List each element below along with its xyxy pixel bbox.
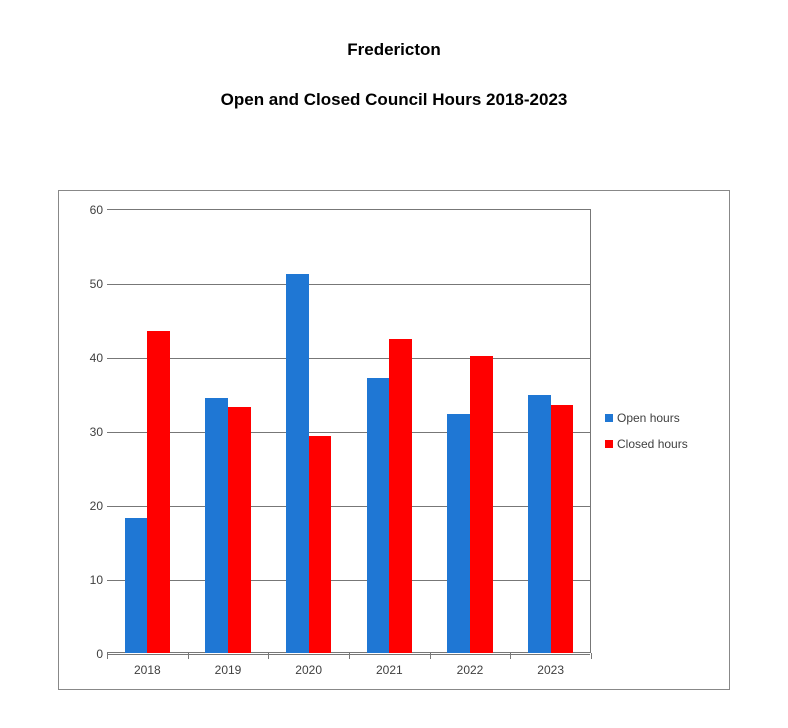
x-axis-label: 2019 (215, 663, 242, 677)
bar-closed (470, 356, 493, 653)
gridline (107, 358, 590, 359)
gridline (107, 432, 590, 433)
x-tick (107, 653, 108, 659)
bar-closed (147, 331, 170, 653)
y-axis-label: 0 (77, 647, 103, 661)
y-axis-label: 60 (77, 203, 103, 217)
chart-frame: 0102030405060201820192020202120222023 Op… (58, 190, 730, 690)
title-block: Fredericton Open and Closed Council Hour… (0, 0, 788, 110)
y-axis-label: 20 (77, 499, 103, 513)
x-axis-label: 2020 (295, 663, 322, 677)
x-tick (591, 653, 592, 659)
bar-open (286, 274, 309, 653)
legend-item-open: Open hours (605, 411, 688, 425)
bar-closed (309, 436, 332, 653)
x-tick (510, 653, 511, 659)
legend-label-open: Open hours (617, 411, 680, 425)
legend-item-closed: Closed hours (605, 437, 688, 451)
legend: Open hours Closed hours (605, 411, 688, 463)
gridline (107, 580, 590, 581)
bar-open (528, 395, 551, 653)
legend-swatch-open (605, 414, 613, 422)
plot-area: 0102030405060201820192020202120222023 (107, 209, 591, 653)
bar-closed (389, 339, 412, 654)
y-axis-label: 50 (77, 277, 103, 291)
x-axis-label: 2021 (376, 663, 403, 677)
gridline (107, 506, 590, 507)
y-axis-label: 30 (77, 425, 103, 439)
x-tick (268, 653, 269, 659)
bar-closed (228, 407, 251, 653)
chart-title-line2: Open and Closed Council Hours 2018-2023 (0, 90, 788, 110)
bar-open (125, 518, 148, 653)
x-axis-label: 2023 (537, 663, 564, 677)
x-axis-label: 2018 (134, 663, 161, 677)
bar-open (205, 398, 228, 653)
x-axis-label: 2022 (457, 663, 484, 677)
legend-swatch-closed (605, 440, 613, 448)
x-tick (349, 653, 350, 659)
y-axis-label: 40 (77, 351, 103, 365)
bar-closed (551, 405, 574, 653)
bar-open (367, 378, 390, 653)
y-axis-label: 10 (77, 573, 103, 587)
x-tick (188, 653, 189, 659)
x-tick (430, 653, 431, 659)
chart-title-line1: Fredericton (0, 40, 788, 60)
bar-open (447, 414, 470, 653)
legend-label-closed: Closed hours (617, 437, 688, 451)
gridline (107, 284, 590, 285)
